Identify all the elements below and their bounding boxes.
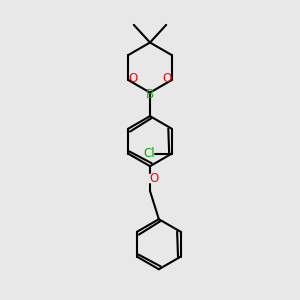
Text: Cl: Cl xyxy=(144,147,155,160)
Text: O: O xyxy=(149,172,158,185)
Text: O: O xyxy=(128,72,137,85)
Text: O: O xyxy=(163,72,172,85)
Text: B: B xyxy=(146,88,154,100)
